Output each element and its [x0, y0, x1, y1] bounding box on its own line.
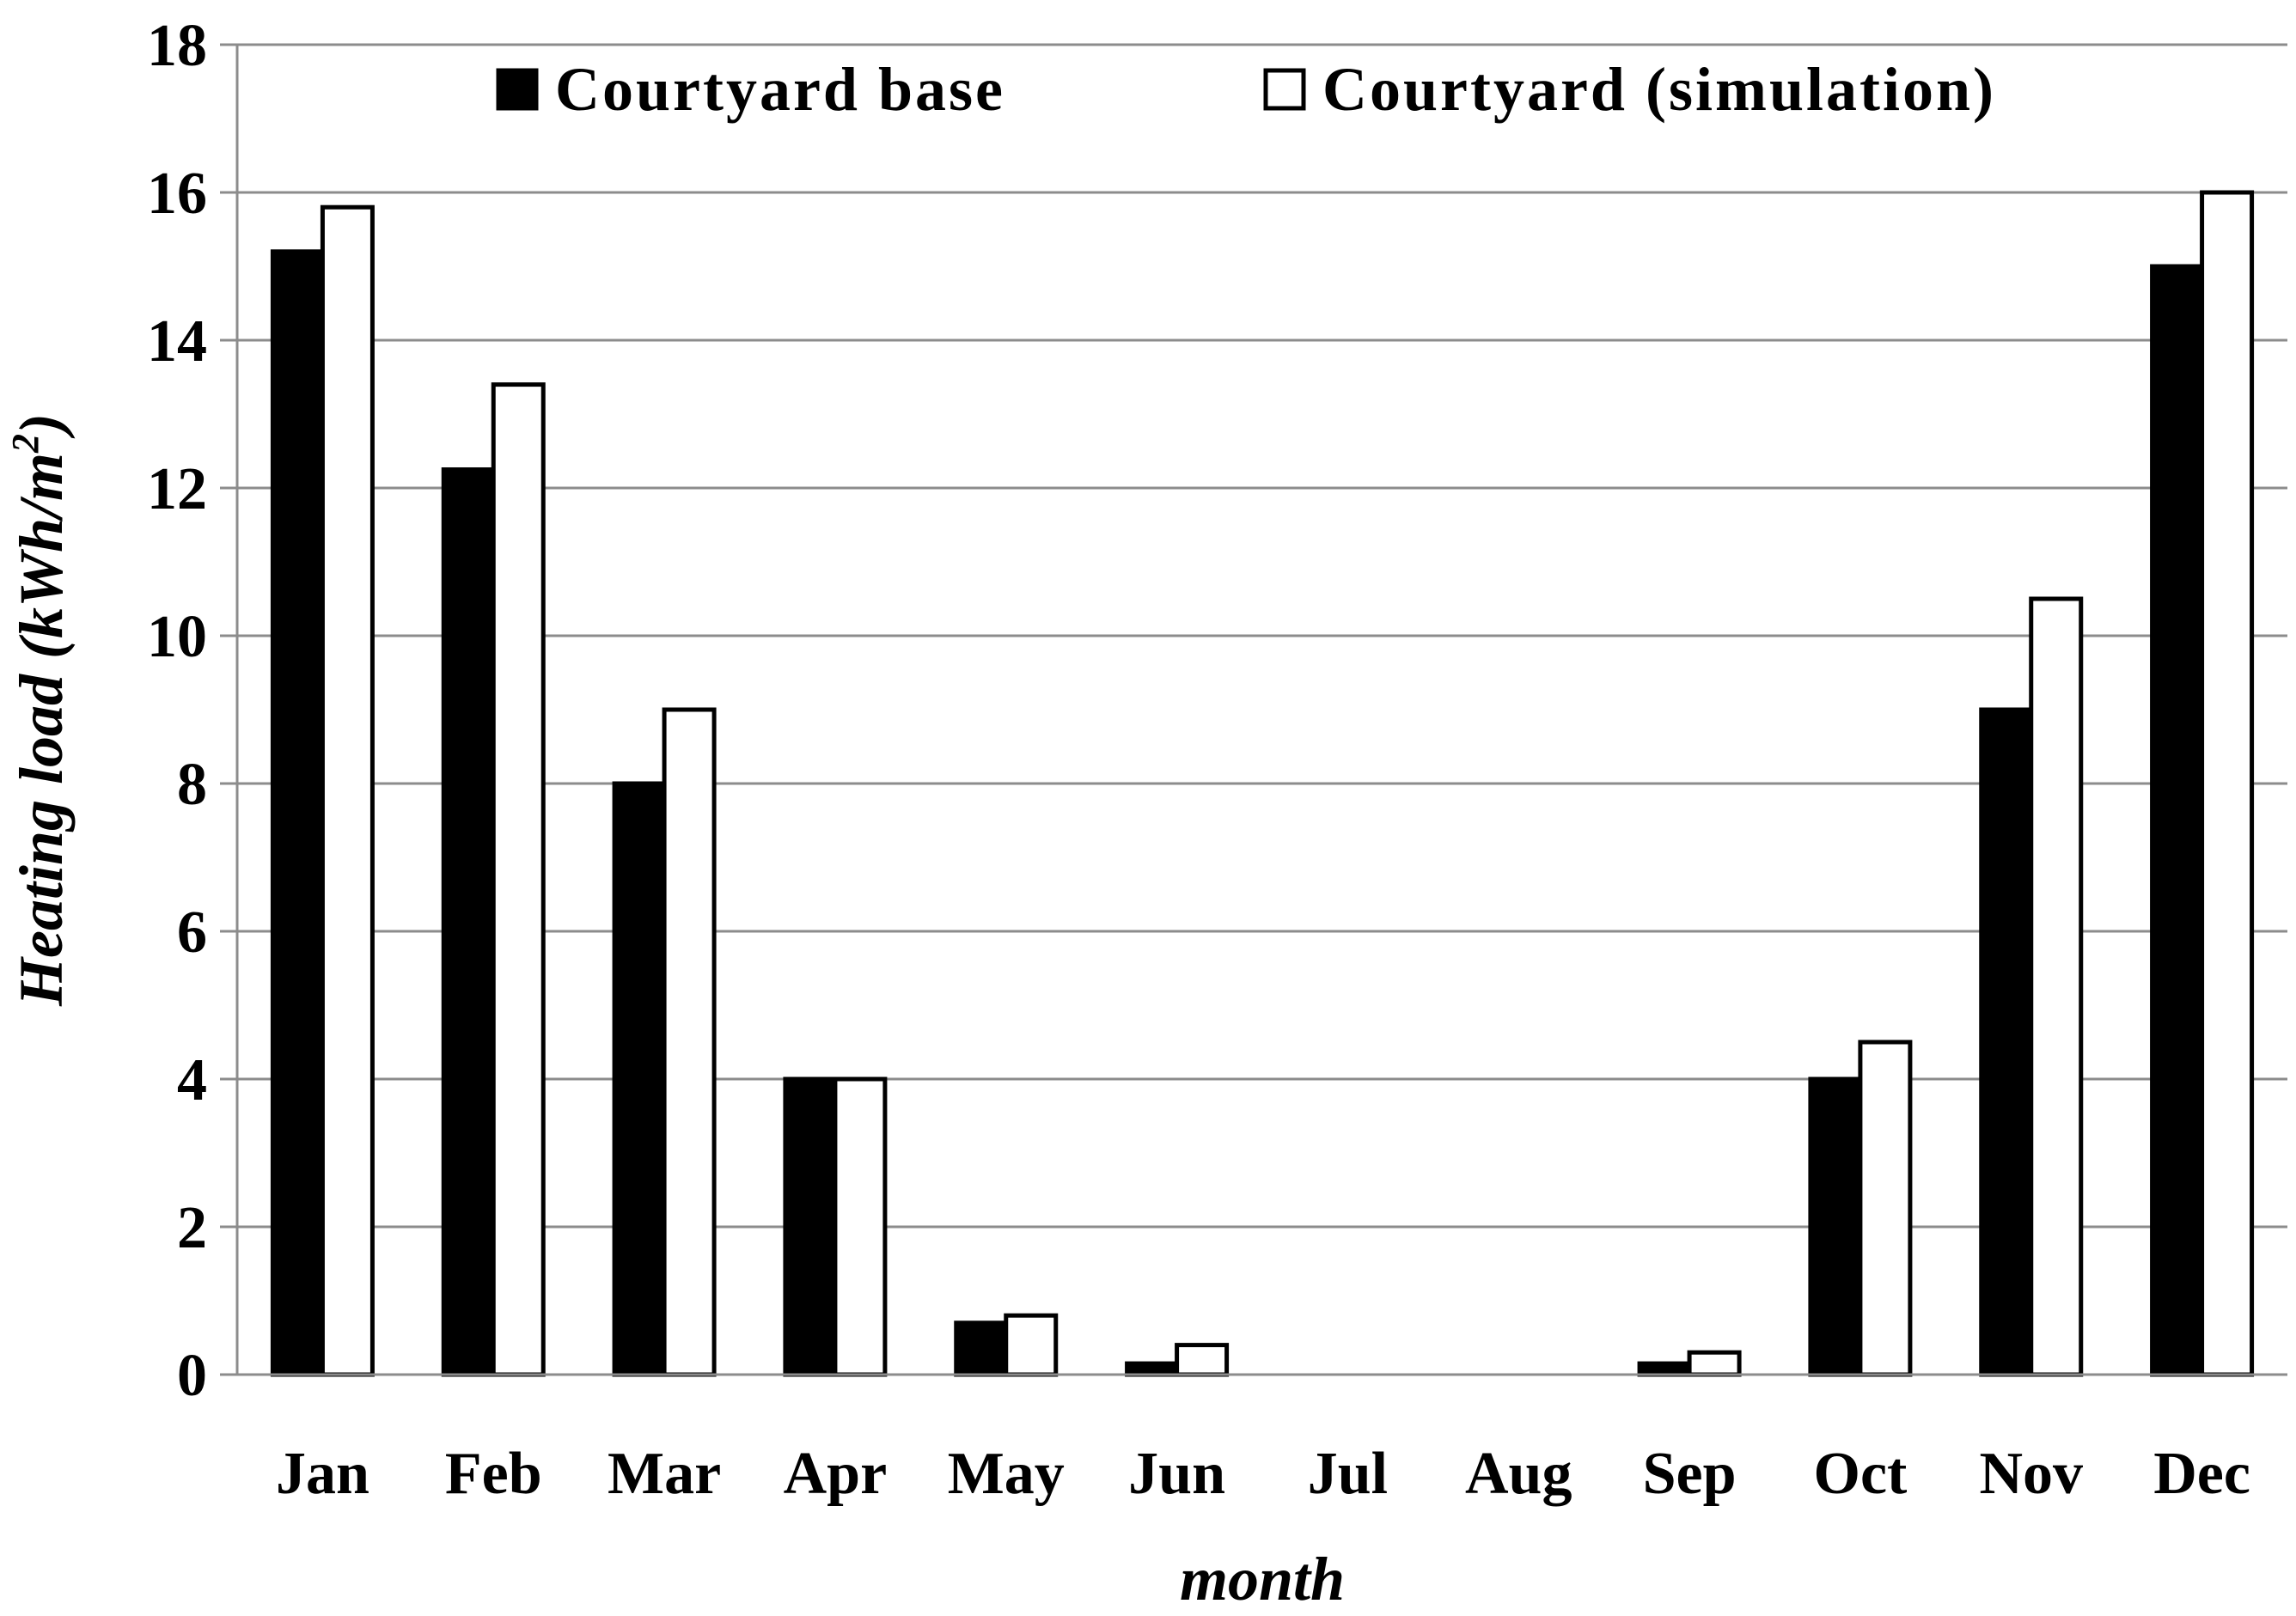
- y-axis-title-main: Heating load (kWh/m: [7, 453, 76, 1007]
- bar-courtyard-simulation: [2200, 190, 2255, 1377]
- bar-courtyard-simulation: [1858, 1040, 1913, 1377]
- x-tick-label: Oct: [1814, 1441, 1908, 1507]
- bar-courtyard-simulation: [662, 707, 717, 1377]
- bar-courtyard-simulation: [1687, 1350, 1742, 1377]
- y-tick-label: 18: [147, 13, 207, 79]
- y-tick-label: 8: [177, 752, 207, 818]
- bars: [270, 190, 2255, 1377]
- y-axis-title-superscript: 2: [4, 434, 46, 454]
- bar-courtyard-simulation: [833, 1076, 888, 1377]
- x-tick-label: Feb: [445, 1441, 542, 1507]
- bar-courtyard-base: [2150, 264, 2205, 1377]
- y-tick-label: 14: [147, 308, 207, 375]
- x-tick-label: Jul: [1308, 1441, 1388, 1507]
- y-tick-label: 2: [177, 1195, 207, 1261]
- bar-courtyard-base: [1637, 1361, 1692, 1377]
- bar-courtyard-simulation: [320, 204, 375, 1377]
- bar-courtyard-base: [441, 467, 496, 1377]
- y-axis-title: Heating load (kWh/m2): [4, 413, 76, 1007]
- legend-swatch-courtyard-base: [496, 68, 539, 111]
- bar-courtyard-simulation: [1175, 1343, 1230, 1377]
- bar-courtyard-base: [783, 1076, 838, 1377]
- bar-courtyard-base: [612, 781, 667, 1377]
- y-tick-label: 16: [147, 161, 207, 227]
- legend-label-courtyard-base: Courtyard base: [555, 55, 1005, 124]
- bar-courtyard-base: [270, 249, 325, 1377]
- bar-courtyard-base: [1979, 707, 2034, 1377]
- y-tick-label: 0: [177, 1343, 207, 1409]
- x-tick-label: Jan: [276, 1441, 369, 1507]
- x-tick-label: May: [948, 1441, 1065, 1507]
- axes: [220, 43, 2287, 1376]
- x-tick-label: Nov: [1979, 1441, 2083, 1507]
- x-axis-title: month: [1180, 1545, 1345, 1613]
- x-tick-label: Jun: [1128, 1441, 1225, 1507]
- y-tick-label: 12: [147, 456, 207, 522]
- gridlines: [237, 43, 2287, 1229]
- x-tick-label: Apr: [784, 1441, 888, 1507]
- x-tick-label: Sep: [1643, 1441, 1737, 1507]
- bar-courtyard-simulation: [2029, 596, 2084, 1377]
- y-tick-label: 4: [177, 1047, 207, 1113]
- legend-swatch-courtyard-simulation: [1263, 68, 1306, 111]
- y-tick-label: 10: [147, 604, 207, 670]
- x-tick-label: Dec: [2153, 1441, 2250, 1507]
- legend: Courtyard base Courtyard (simulation): [496, 55, 1996, 124]
- bar-courtyard-base: [954, 1320, 1009, 1377]
- labels: 0 2 4 6 8 10 12 14 16 18 Jan Feb Mar Apr May Jun Jul Aug S…: [147, 13, 2250, 1507]
- x-tick-label: Aug: [1465, 1441, 1572, 1507]
- bar-courtyard-base: [1125, 1361, 1180, 1377]
- y-tick-label: 6: [177, 899, 207, 966]
- bar-courtyard-simulation: [491, 382, 546, 1377]
- x-tick-label: Mar: [608, 1441, 721, 1507]
- bar-courtyard-simulation: [1004, 1313, 1059, 1377]
- legend-label-courtyard-simulation: Courtyard (simulation): [1322, 55, 1996, 124]
- bar-courtyard-base: [1808, 1076, 1863, 1377]
